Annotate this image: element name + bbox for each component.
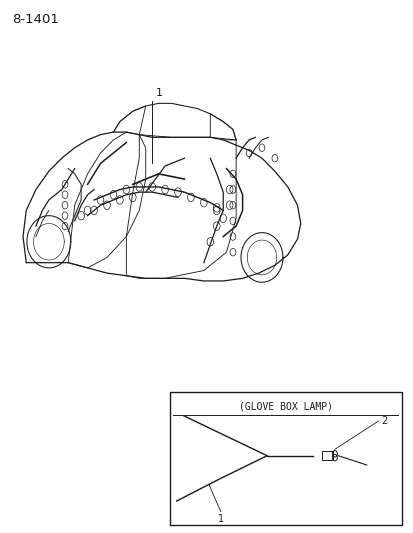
Text: 1: 1 bbox=[217, 514, 223, 524]
Text: (GLOVE BOX LAMP): (GLOVE BOX LAMP) bbox=[238, 401, 332, 411]
Text: 2: 2 bbox=[381, 416, 387, 426]
Text: 95608  1401: 95608 1401 bbox=[342, 517, 401, 526]
Bar bbox=[169, 392, 401, 525]
Bar bbox=[322, 451, 332, 460]
Text: 8-1401: 8-1401 bbox=[12, 13, 59, 26]
Text: 1: 1 bbox=[156, 88, 163, 98]
